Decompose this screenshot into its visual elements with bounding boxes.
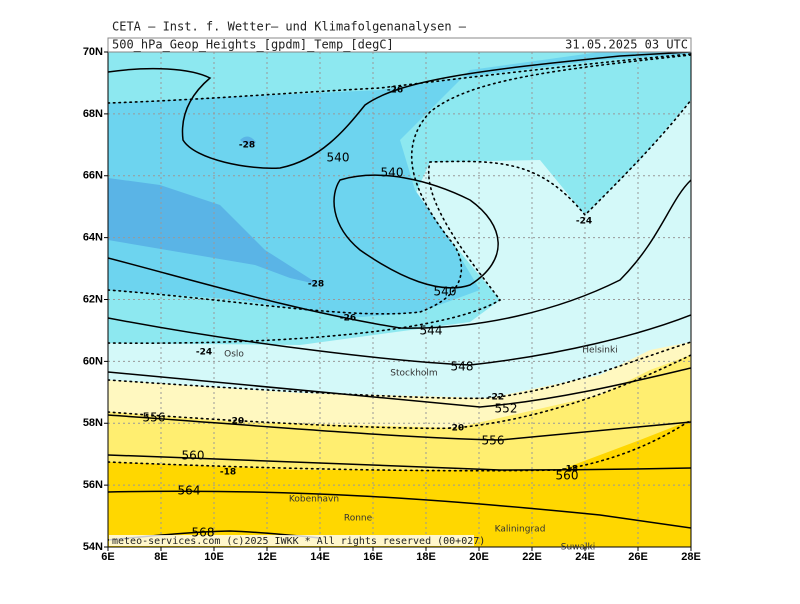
lat-label: 68N [83,108,103,120]
lon-label: 14E [310,551,330,563]
height-label: 564 [178,484,201,498]
place-name: Suwalki [561,543,596,553]
height-contour [108,490,691,529]
temperature-label: -24 [196,348,212,358]
height-contour [108,367,691,408]
height-contour [108,52,691,169]
place-name: Kobenhavn [289,495,339,505]
isotherm [108,419,691,472]
lon-label: 26E [628,551,648,563]
place-name: Helsinki [582,346,617,356]
lat-label: 64N [83,232,103,244]
height-label: 540 [327,151,350,165]
temperature-label: -20 [228,417,244,427]
height-label: 544 [420,324,443,338]
header-box [107,37,692,53]
temperature-label: -28 [308,280,324,290]
field-name: 500_hPa_Geop_Heights_[gpdm]_Temp_[degC] [112,38,394,52]
lat-label: 54N [83,541,103,553]
height-label: 540 [434,285,457,299]
footer-box [109,535,474,546]
height-label: 560 [556,469,579,483]
height-contour [108,414,691,441]
lat-label: 62N [83,293,103,305]
institute: CETA — Inst. f. Wetter— und Klimafolgena… [112,20,467,34]
band [240,136,256,146]
lon-label: 20E [469,551,489,563]
height-label: 556 [482,434,505,448]
lon-label: 12E [257,551,277,563]
place-name: Kaliningrad [495,525,546,535]
height-label: 540 [381,166,404,180]
lon-label: 8E [154,551,167,563]
lat-label: 56N [83,479,103,491]
temperature-label: -18 [220,468,236,478]
temperature-label: -22 [488,393,504,403]
temperature-label: -20 [448,424,464,434]
temperature-label: -26 [387,86,403,96]
height-contour [333,174,499,289]
temperature-label: -18 [562,465,578,475]
height-label: 556 [143,411,166,425]
isotherm [108,354,691,430]
isotherm [108,341,691,400]
lon-label: 22E [522,551,542,563]
lat-label: 58N [83,417,103,429]
lat-label: 70N [83,46,103,58]
grid [108,52,691,547]
height-label: 548 [451,360,474,374]
lon-label: 6E [101,551,114,563]
valid-time: 31.05.2025 03 UTC [565,38,688,52]
place-name: Oslo [224,350,244,360]
height-contour [108,179,691,329]
temperature-label: -24 [576,217,592,227]
footer: meteo-services.com (c)2025 IWKK * All ri… [112,536,485,547]
temperature-label: -26 [340,314,356,324]
lat-label: 60N [83,355,103,367]
lon-label: 28E [681,551,701,563]
place-name: Stockholm [390,369,437,379]
temperature-label: -28 [239,141,255,151]
height-label: 560 [182,449,205,463]
height-label: 552 [495,402,518,416]
height-label: 568 [192,526,215,540]
height-contour [108,454,691,471]
isotherm [108,53,691,104]
isotherm [108,99,691,344]
lon-label: 18E [416,551,436,563]
lon-label: 16E [363,551,383,563]
lon-label: 24E [575,551,595,563]
place-name: Ronne [344,514,373,524]
lon-label: 10E [204,551,224,563]
height-contour [108,314,691,366]
map-field [108,52,691,547]
lat-label: 66N [83,170,103,182]
